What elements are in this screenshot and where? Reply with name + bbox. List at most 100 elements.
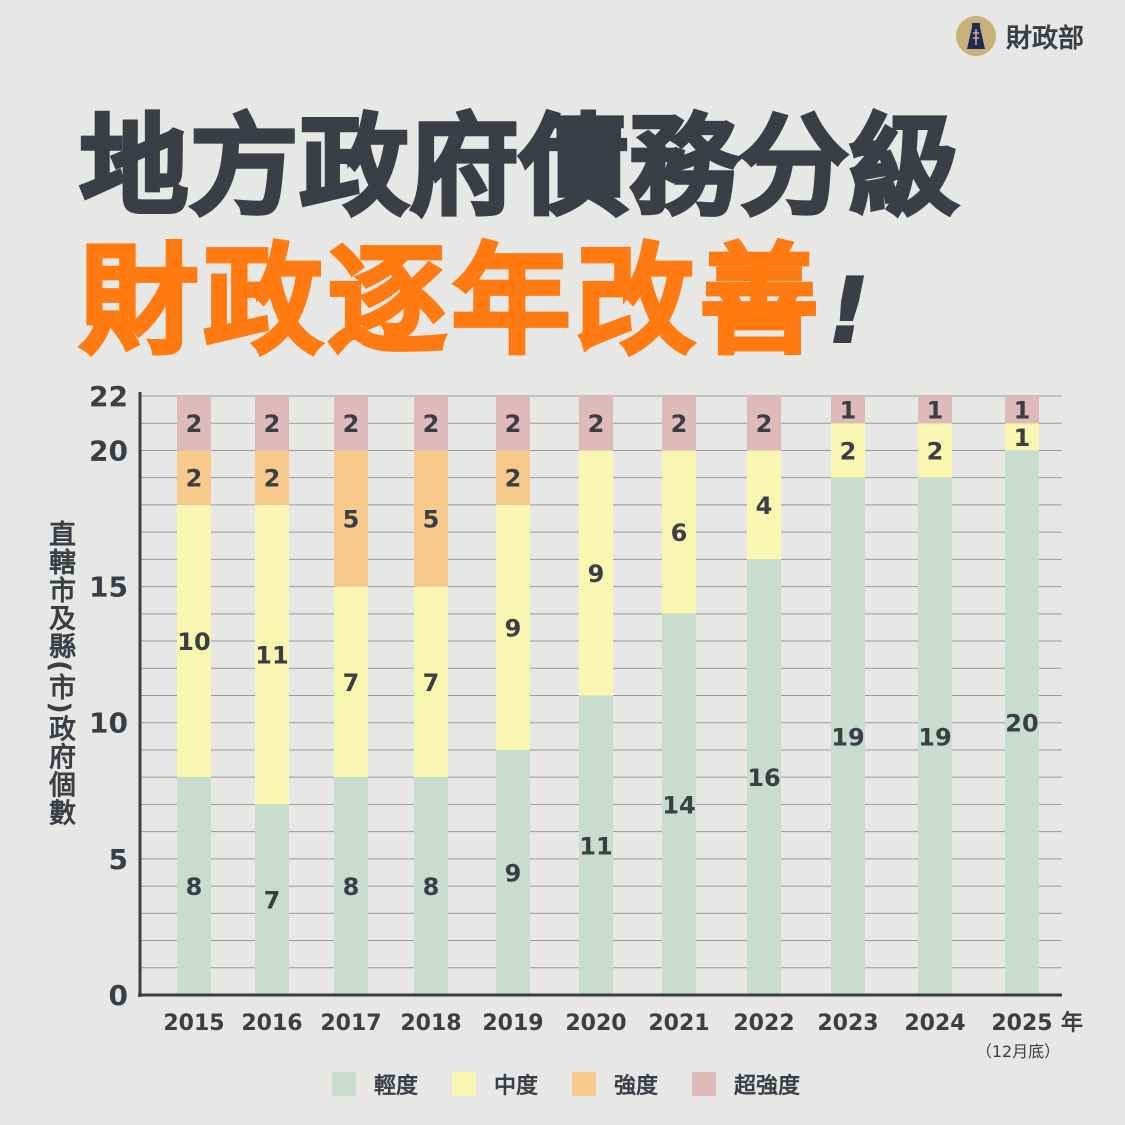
x-tick-label: 2019 — [482, 1011, 543, 1036]
x-tick-label: 2015 — [163, 1011, 224, 1036]
data-label: 2 — [423, 410, 440, 438]
bar-segment-輕度 — [496, 749, 530, 995]
legend-label: 輕度 — [374, 1074, 419, 1099]
data-label: 1 — [1014, 397, 1031, 425]
bar-segment-輕度 — [255, 804, 289, 995]
bar-segment-超強度 — [579, 396, 613, 451]
ministry-logo: 財政部 — [956, 16, 1084, 56]
bar-segment-超強度 — [747, 396, 781, 451]
bar-segment-中度 — [831, 423, 865, 478]
bar-segment-中度 — [496, 504, 530, 750]
legend-item: 超強度 — [692, 1068, 800, 1100]
x-axis-unit: 年 — [1061, 1010, 1083, 1036]
y-tick-label: 22 — [89, 380, 128, 413]
data-label: 2 — [671, 410, 688, 438]
data-label: 1 — [927, 397, 944, 425]
data-label: 11 — [579, 832, 612, 860]
data-label: 16 — [747, 764, 780, 792]
data-label: 9 — [505, 859, 522, 887]
bar-segment-輕度 — [747, 559, 781, 995]
data-label: 7 — [264, 887, 281, 915]
data-label: 7 — [343, 669, 360, 697]
y-tick-label: 10 — [89, 707, 128, 740]
x-tick-label: 2022 — [733, 1011, 794, 1036]
data-label: 20 — [1005, 710, 1038, 738]
data-label: 8 — [186, 873, 203, 901]
ministry-seal-icon — [956, 16, 996, 56]
bar-segment-輕度 — [662, 613, 696, 995]
bar-segment-超強度 — [414, 396, 448, 451]
data-label: 2 — [505, 465, 522, 493]
ministry-name: 財政部 — [1006, 23, 1085, 54]
bar-segment-輕度 — [579, 695, 613, 995]
data-label: 2 — [343, 410, 360, 438]
data-label: 2 — [505, 410, 522, 438]
headline: 地方政府債務分級 — [78, 103, 961, 232]
subheadline: 財政逐年改善! — [78, 205, 876, 376]
data-label: 9 — [505, 614, 522, 642]
x-tick-label: 2021 — [648, 1011, 709, 1036]
bar-segment-超強度 — [255, 396, 289, 451]
bar-segment-超強度 — [177, 396, 211, 451]
data-label: 2 — [186, 410, 203, 438]
data-label: 8 — [343, 873, 360, 901]
bar-segment-強度 — [255, 450, 289, 505]
data-label: 2 — [186, 465, 203, 493]
bar-segment-超強度 — [1005, 396, 1039, 424]
bar-segment-超強度 — [831, 396, 865, 424]
data-label: 9 — [588, 560, 605, 588]
data-label: 2 — [756, 410, 773, 438]
bar-segment-中度 — [918, 423, 952, 478]
x-tick-label: 2016 — [241, 1011, 302, 1036]
y-tick-label: 5 — [109, 843, 128, 876]
bar-segment-強度 — [496, 450, 530, 505]
data-label: 19 — [918, 723, 951, 751]
data-label: 1 — [1014, 424, 1031, 452]
legend-label: 超強度 — [734, 1074, 801, 1099]
bar-segment-中度 — [334, 586, 368, 778]
x-tick-note: （12月底） — [976, 1042, 1060, 1061]
bar-segment-強度 — [414, 450, 448, 587]
data-label: 1 — [840, 397, 857, 425]
data-label: 8 — [423, 873, 440, 901]
data-label: 14 — [662, 791, 695, 819]
bar-segment-強度 — [334, 450, 368, 587]
bar-segment-輕度 — [1005, 450, 1039, 995]
data-label: 10 — [177, 628, 210, 656]
bar-segment-超強度 — [334, 396, 368, 451]
data-label: 4 — [756, 492, 773, 520]
data-label: 2 — [840, 437, 857, 465]
x-tick-label: 2023 — [817, 1011, 878, 1036]
data-label: 2 — [588, 410, 605, 438]
legend-swatch — [332, 1072, 356, 1096]
data-label: 2 — [264, 410, 281, 438]
legend-label: 強度 — [614, 1074, 659, 1099]
legend: 輕度 中度 強度 超強度 — [332, 1068, 834, 1100]
legend-label: 中度 — [494, 1074, 539, 1099]
y-tick-label: 0 — [109, 979, 128, 1012]
legend-swatch — [452, 1072, 477, 1096]
data-label: 5 — [343, 506, 360, 534]
legend-item: 強度 — [572, 1068, 658, 1100]
legend-item: 輕度 — [332, 1068, 418, 1100]
bar-segment-超強度 — [918, 396, 952, 424]
legend-swatch — [692, 1072, 717, 1096]
x-tick-label: 2024 — [904, 1011, 965, 1036]
bar-segment-超強度 — [496, 396, 530, 451]
data-label: 6 — [671, 519, 688, 547]
bar-segment-輕度 — [918, 477, 952, 995]
data-label: 7 — [423, 669, 440, 697]
data-label: 11 — [255, 642, 288, 670]
legend-swatch — [572, 1072, 597, 1096]
x-tick-label: 2020 — [565, 1011, 626, 1036]
legend-item: 中度 — [452, 1068, 538, 1100]
bar-segment-中度 — [177, 504, 211, 778]
x-tick-label: 2017 — [320, 1011, 381, 1036]
exclamation: ! — [827, 258, 876, 365]
bar-segment-中度 — [747, 450, 781, 560]
bar-segment-中度 — [414, 586, 448, 778]
bar-segment-輕度 — [334, 777, 368, 995]
bar-segment-強度 — [177, 450, 211, 505]
x-tick-label: 2018 — [400, 1011, 461, 1036]
